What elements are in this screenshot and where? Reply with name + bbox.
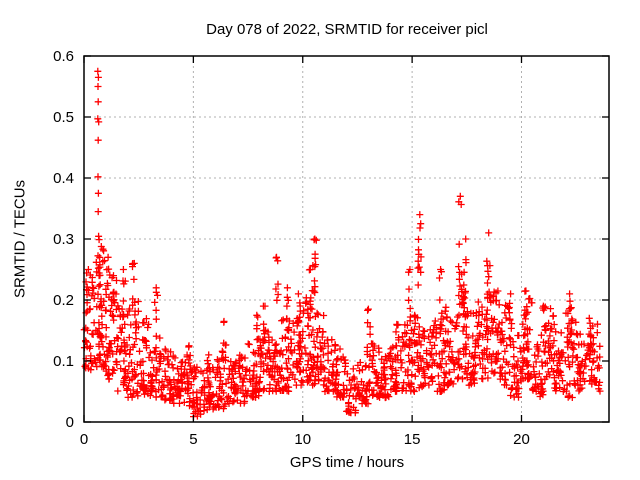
- y-tick-label: 0.5: [53, 109, 74, 126]
- chart-title: Day 078 of 2022, SRMTID for receiver pic…: [206, 21, 488, 38]
- x-tick-label: 20: [513, 431, 530, 448]
- y-tick-label: 0.1: [53, 353, 74, 370]
- x-axis-title: GPS time / hours: [289, 454, 405, 471]
- scatter-points: [80, 67, 604, 421]
- y-tick-label: 0.6: [53, 48, 74, 65]
- x-tick-label: 0: [80, 431, 88, 448]
- y-tick-label: 0.2: [53, 292, 74, 309]
- x-tick-label: 5: [189, 431, 197, 448]
- tick-marks: [83, 55, 609, 423]
- y-tick-label: 0.3: [53, 231, 74, 248]
- x-tick-label: 15: [404, 431, 421, 448]
- y-tick-label: 0: [66, 414, 74, 431]
- x-tick-label: 10: [294, 431, 311, 448]
- y-tick-label: 0.4: [53, 170, 74, 187]
